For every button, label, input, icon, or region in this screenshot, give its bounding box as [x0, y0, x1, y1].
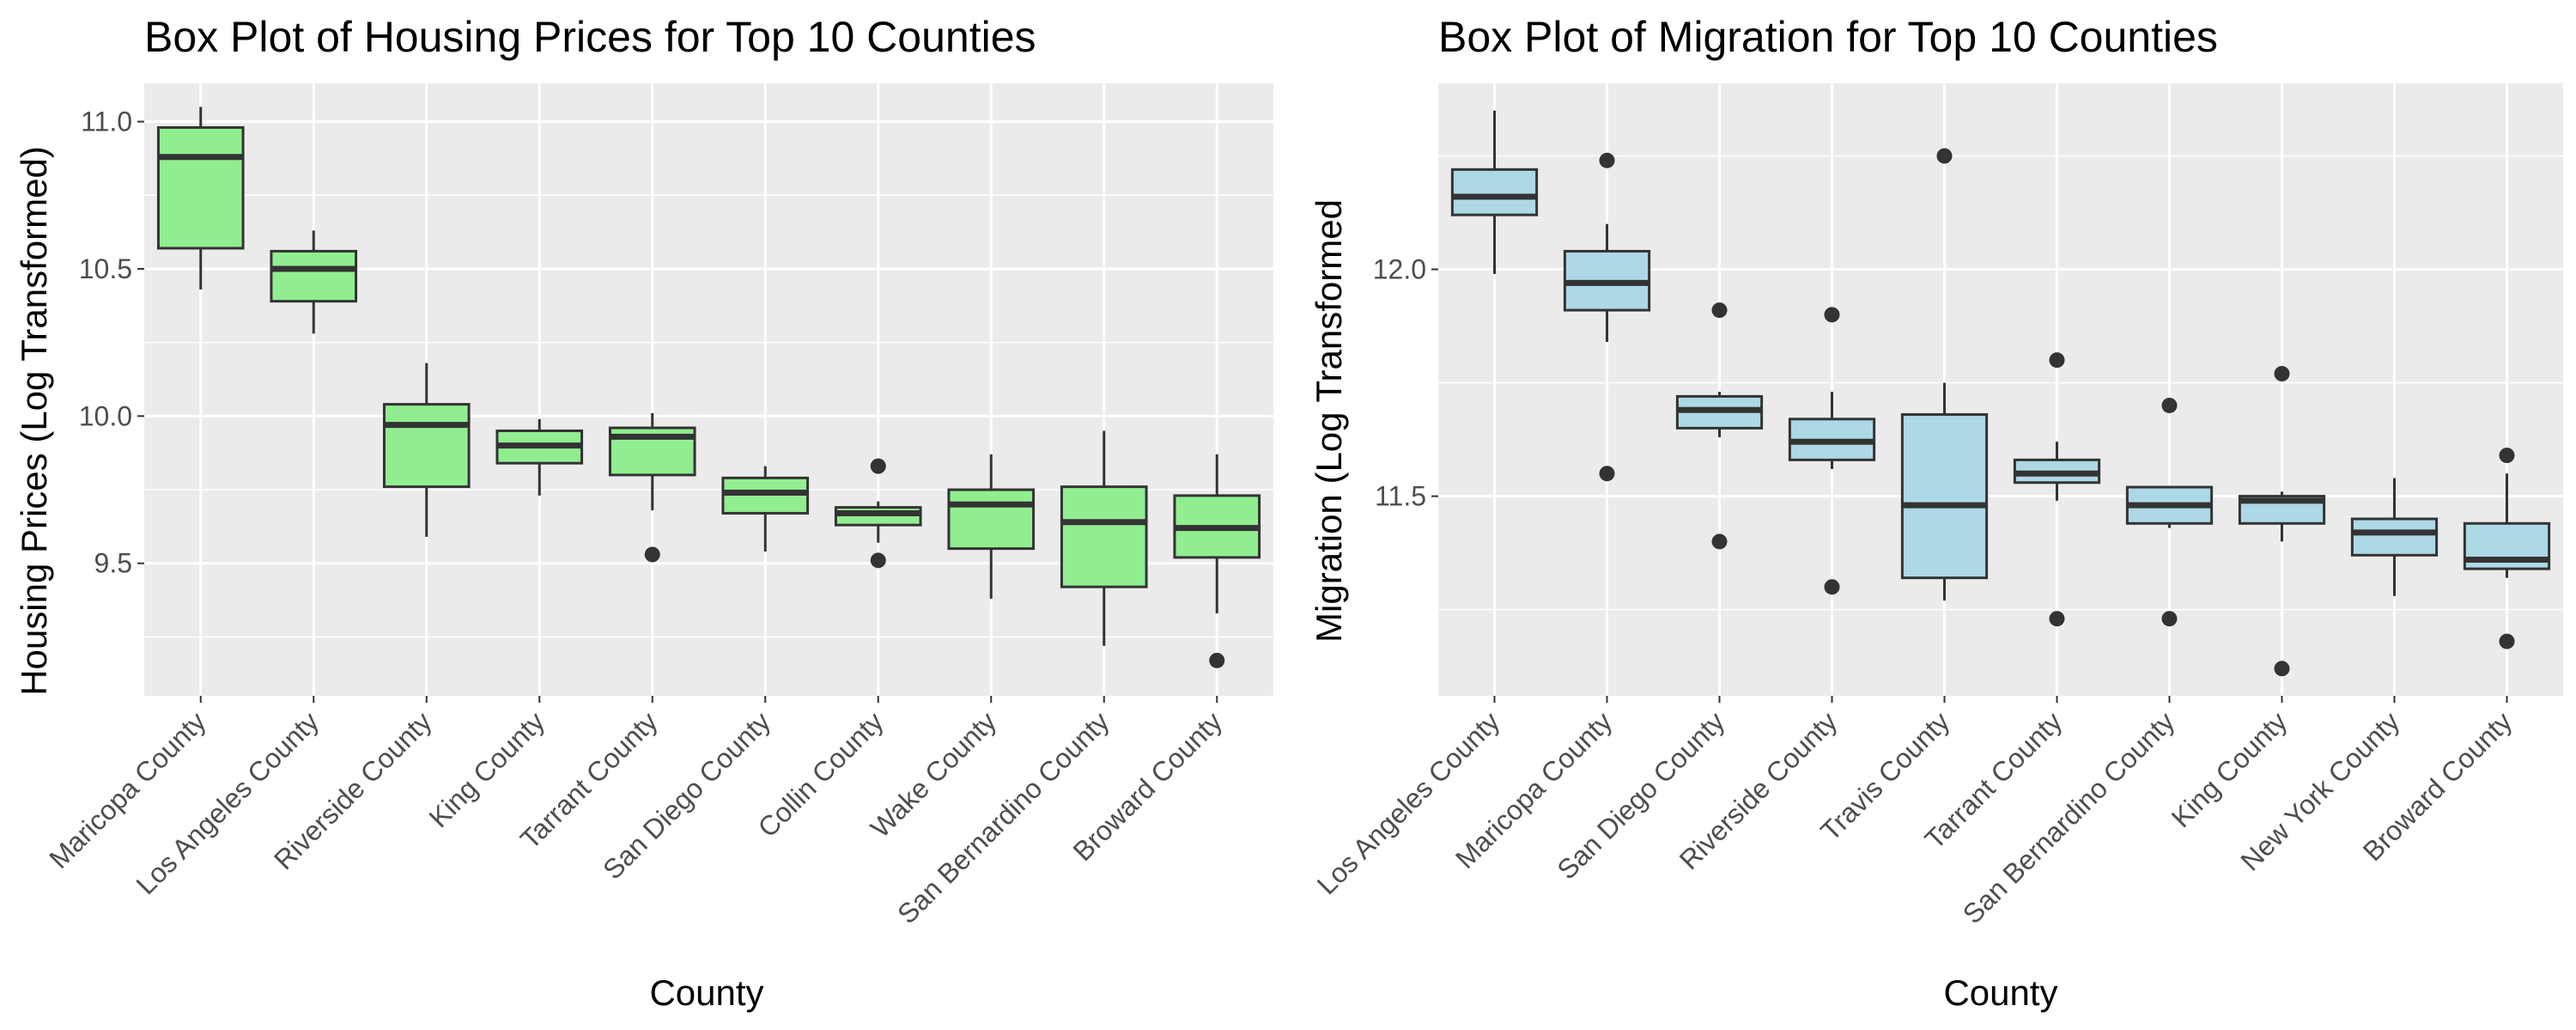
y-tick-label: 11.5	[1375, 481, 1426, 512]
plot-background	[1438, 83, 2563, 696]
iqr-box	[382, 403, 471, 489]
y-tick-label: 10.0	[79, 400, 132, 431]
outlier-point	[2161, 611, 2178, 627]
box-10	[1173, 454, 1261, 668]
plot-panel	[1438, 83, 2563, 696]
outlier-point	[1711, 302, 1728, 319]
outlier-point	[2161, 397, 2178, 413]
box-9	[2350, 478, 2439, 596]
box-9	[1060, 430, 1148, 646]
x-axis-title: County	[649, 972, 763, 1013]
y-tick-label: 9.5	[94, 548, 132, 579]
box-8	[947, 454, 1036, 599]
box-10	[2463, 448, 2551, 649]
iqr-box	[947, 488, 1036, 551]
iqr-box	[156, 125, 245, 250]
box-7	[834, 458, 922, 569]
box-5	[608, 412, 696, 563]
outlier-point	[2274, 366, 2290, 382]
box-4	[1788, 307, 1876, 595]
outlier-point	[1209, 652, 1225, 668]
outlier-point	[870, 552, 886, 569]
outlier-point	[2049, 352, 2065, 369]
box-2	[1563, 152, 1651, 482]
chart-title: Box Plot of Housing Prices for Top 10 Co…	[144, 13, 1036, 61]
plot-background	[144, 83, 1273, 696]
outlier-point	[1824, 307, 1840, 323]
box-5	[1900, 148, 1989, 601]
outlier-point	[644, 546, 660, 563]
outlier-point	[1824, 579, 1840, 595]
box-8	[2238, 366, 2326, 677]
outlier-point	[2049, 611, 2065, 627]
y-tick-label: 10.5	[79, 253, 132, 284]
box-2	[270, 230, 358, 334]
x-tick-label: King County	[2166, 705, 2293, 833]
iqr-box	[2350, 517, 2439, 557]
y-tick-label: 12.0	[1373, 254, 1426, 285]
housing-prices-chart: Box Plot of Housing Prices for Top 10 Co…	[14, 13, 1273, 1013]
x-tick-label: San Bernardino County	[891, 705, 1115, 929]
box-1	[156, 107, 245, 289]
box-1	[1450, 110, 1539, 274]
box-4	[495, 418, 584, 496]
outlier-point	[1599, 466, 1615, 482]
x-tick-label: Los Angeles County	[1311, 705, 1506, 900]
y-tick-label: 11.0	[81, 107, 132, 137]
iqr-box	[1450, 168, 1539, 216]
outlier-point	[2499, 633, 2515, 649]
iqr-box	[1060, 485, 1148, 588]
outlier-point	[1936, 148, 1953, 164]
migration-chart: Box Plot of Migration for Top 10 Countie…	[1309, 13, 2563, 1013]
x-tick-label: King County	[422, 705, 550, 833]
outlier-point	[2274, 661, 2290, 677]
box-6	[2013, 352, 2101, 627]
iqr-box	[270, 249, 358, 303]
y-axis-title: Housing Prices (Log Transformed)	[14, 146, 54, 696]
box-3	[382, 363, 471, 537]
box-3	[1675, 302, 1764, 550]
y-axis-title: Migration (Log Transformed	[1309, 199, 1349, 643]
outlier-point	[1599, 152, 1615, 168]
outlier-point	[1711, 533, 1728, 550]
box-6	[721, 466, 810, 552]
x-axis-title: County	[1943, 972, 2057, 1013]
iqr-box	[1900, 413, 1989, 580]
chart-title: Box Plot of Migration for Top 10 Countie…	[1438, 13, 2218, 61]
box-7	[2125, 397, 2214, 627]
outlier-point	[870, 458, 886, 474]
x-tick-label: San Bernardino County	[1957, 705, 2181, 929]
outlier-point	[2499, 448, 2515, 464]
x-tick-label: Los Angeles County	[130, 705, 325, 900]
